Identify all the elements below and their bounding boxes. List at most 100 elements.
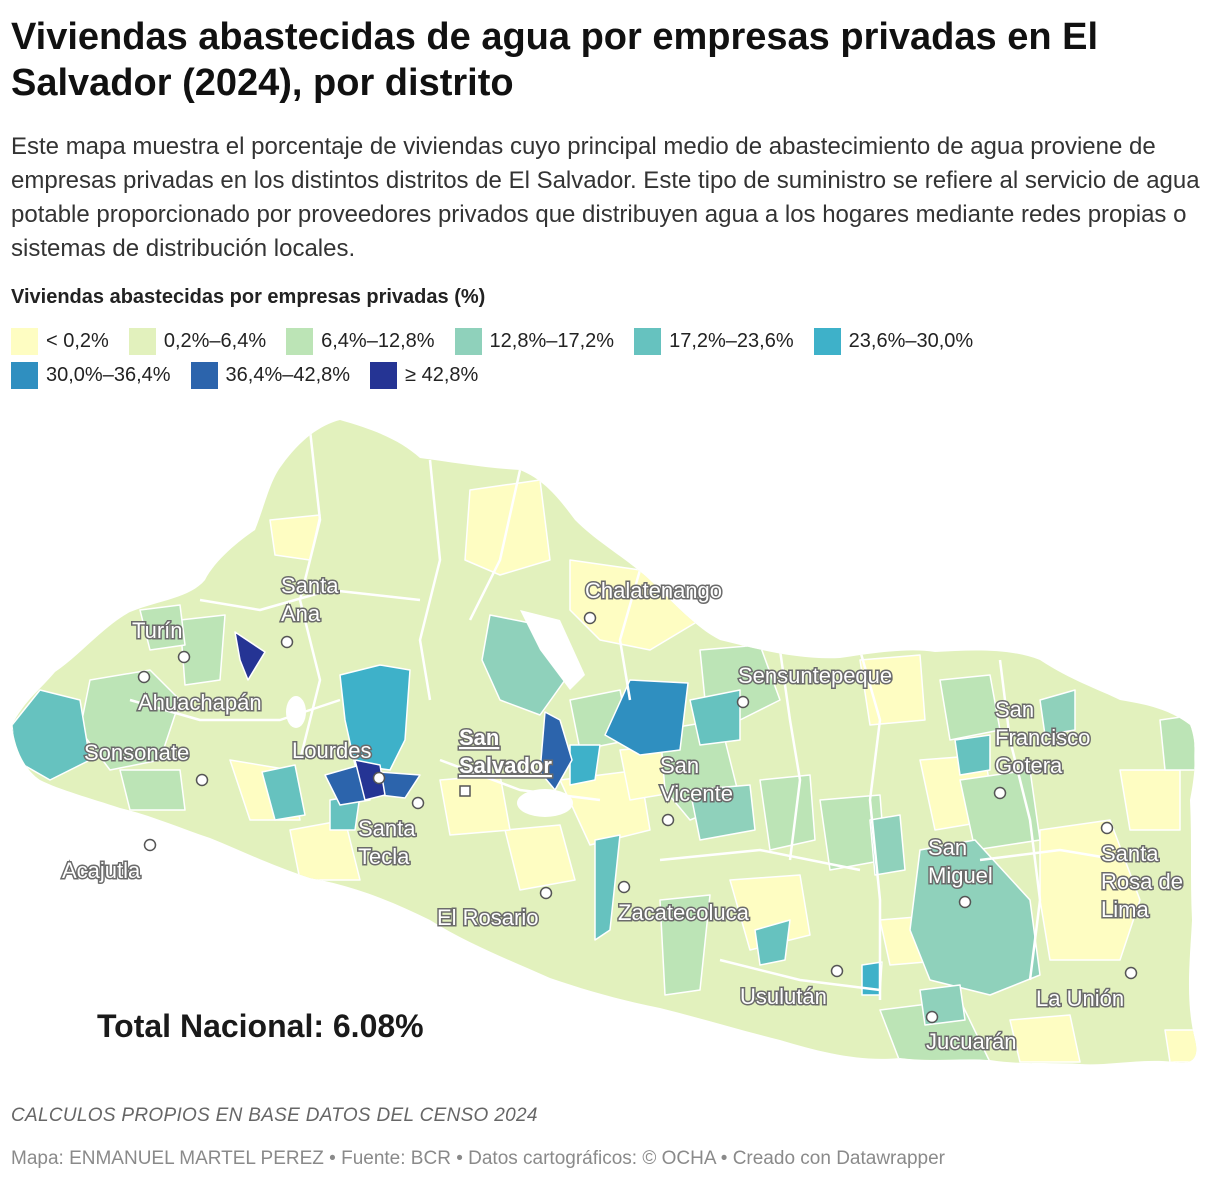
district (504, 824, 576, 891)
city-marker-santa-ana (280, 635, 294, 649)
district (869, 814, 906, 876)
city-label-san-miguel: San Miguel (928, 835, 993, 888)
city-marker-lourdes (372, 771, 386, 785)
lake-coatepeque (286, 696, 306, 728)
city-marker-chalatenango (583, 611, 597, 625)
map-title: Viviendas abastecidas de agua por empres… (11, 16, 1099, 104)
legend-label: 23,6%–30,0% (848, 329, 974, 352)
district (1164, 1029, 1197, 1063)
city-marker-sensuntepeque (736, 695, 750, 709)
legend-item: 6,4%–12,8% (286, 327, 435, 355)
legend-item: 17,2%–23,6% (634, 327, 794, 355)
district (1009, 1014, 1081, 1063)
city-label-usulutan: Usulután (740, 984, 827, 1009)
city-marker-jucuaran (925, 1010, 939, 1024)
legend-swatch (634, 327, 662, 355)
city-label-la-union: La Unión (1036, 986, 1124, 1011)
city-marker-sonsonate (195, 773, 209, 787)
legend-label: 6,4%–12,8% (321, 329, 435, 352)
district (439, 774, 511, 836)
district (1039, 689, 1076, 736)
legend-label: 0,2%–6,4% (163, 329, 267, 352)
city-label-zacatecoluca: Zacatecoluca (618, 900, 750, 925)
legend-swatch (813, 327, 841, 355)
choropleth-map: Santa Ana Turín Ahuachapán Sonsonate Lourdes A… (12, 420, 1197, 1065)
color-legend: < 0,2% 0,2%–6,4% 6,4%–12,8% 12,8%–17,2% … (11, 324, 1201, 392)
city-label-el-rosario: El Rosario (437, 905, 538, 930)
city-marker-san-vicente (661, 813, 675, 827)
legend-item: 23,6%–30,0% (813, 327, 974, 355)
district (689, 784, 756, 841)
legend-label: 36,4%–42,8% (225, 363, 351, 386)
city-marker-la-union (1124, 966, 1138, 980)
district (1159, 714, 1196, 771)
district (729, 874, 811, 951)
city-label-sensuntepeque: Sensuntepeque (738, 663, 892, 688)
district (604, 679, 689, 756)
legend-row-2: 30,0%–36,4% 36,4%–42,8% ≥ 42,8% (11, 358, 1201, 392)
city-label-jucuaran: Jucuarán (926, 1029, 1017, 1054)
legend-label: < 0,2% (46, 329, 109, 352)
city-labels: Santa Ana Turín Ahuachapán Sonsonate Lourdes A… (61, 572, 1185, 1056)
district (119, 769, 186, 811)
capital-marker-san-salvador (459, 785, 471, 797)
district (1119, 769, 1181, 831)
district (594, 834, 621, 941)
district (909, 839, 1041, 996)
district (179, 614, 226, 686)
city-label-lourdes: Lourdes (292, 738, 372, 763)
district (754, 919, 791, 966)
city-marker-san-miguel (958, 895, 972, 909)
legend-swatch (454, 327, 482, 355)
district (959, 769, 1041, 851)
city-label-san-salvador: San Salvador (459, 725, 552, 778)
legend-item: 12,8%–17,2% (454, 327, 615, 355)
source-note: CALCULOS PROPIOS EN BASE DATOS DEL CENSO… (11, 1105, 538, 1126)
legend-swatch (11, 327, 38, 355)
legend-label: 30,0%–36,4% (46, 363, 171, 386)
city-marker-san-francisco-gotera (993, 786, 1007, 800)
legend-label: 12,8%–17,2% (489, 329, 615, 352)
city-marker-el-rosario (539, 886, 553, 900)
legend-item: ≥ 42,8% (370, 361, 479, 389)
legend-title: Viviendas abastecidas por empresas priva… (11, 286, 486, 308)
district (759, 774, 816, 851)
legend-item: 36,4%–42,8% (190, 361, 351, 389)
map-description: Este mapa muestra el porcentaje de vivie… (11, 133, 1200, 262)
city-label-santa-tecla: Santa Tecla (358, 816, 416, 869)
department-boundaries (129, 429, 1121, 1000)
city-marker-santa-rosa-de-lima (1100, 821, 1114, 835)
city-marker-santa-tecla (411, 796, 425, 810)
legend-item: 0,2%–6,4% (128, 327, 267, 355)
city-label-santa-ana: Santa Ana (281, 573, 339, 626)
city-label-sonsonate: Sonsonate (84, 740, 189, 765)
credits-line: Mapa: ENMANUEL MARTEL PEREZ • Fuente: BC… (11, 1148, 945, 1169)
lake-ilopango (517, 789, 573, 817)
district (569, 744, 601, 786)
city-label-turin: Turín (132, 618, 183, 643)
city-label-ahuachapan: Ahuachapán (138, 690, 262, 715)
city-marker-turin (177, 650, 191, 664)
district (139, 604, 186, 651)
district (234, 631, 266, 681)
city-label-chalatenango: Chalatenango (585, 578, 722, 603)
legend-swatch (128, 327, 156, 355)
district (659, 894, 711, 996)
district (12, 689, 91, 781)
city-marker-ahuachapan (137, 670, 151, 684)
legend-label: ≥ 42,8% (405, 363, 479, 386)
legend-swatch (370, 361, 398, 389)
district (354, 759, 386, 801)
district (289, 819, 361, 881)
district (939, 674, 1001, 741)
legend-swatch (190, 361, 218, 389)
district (954, 734, 991, 776)
district (689, 689, 741, 746)
legend-swatch (11, 361, 38, 389)
district (539, 711, 573, 791)
legend-item: < 0,2% (11, 327, 109, 355)
water-bodies (286, 610, 585, 817)
district (261, 764, 306, 821)
city-label-san-francisco-gotera: San Francisco Gotera (995, 697, 1090, 778)
city-marker-acajutla (143, 838, 157, 852)
